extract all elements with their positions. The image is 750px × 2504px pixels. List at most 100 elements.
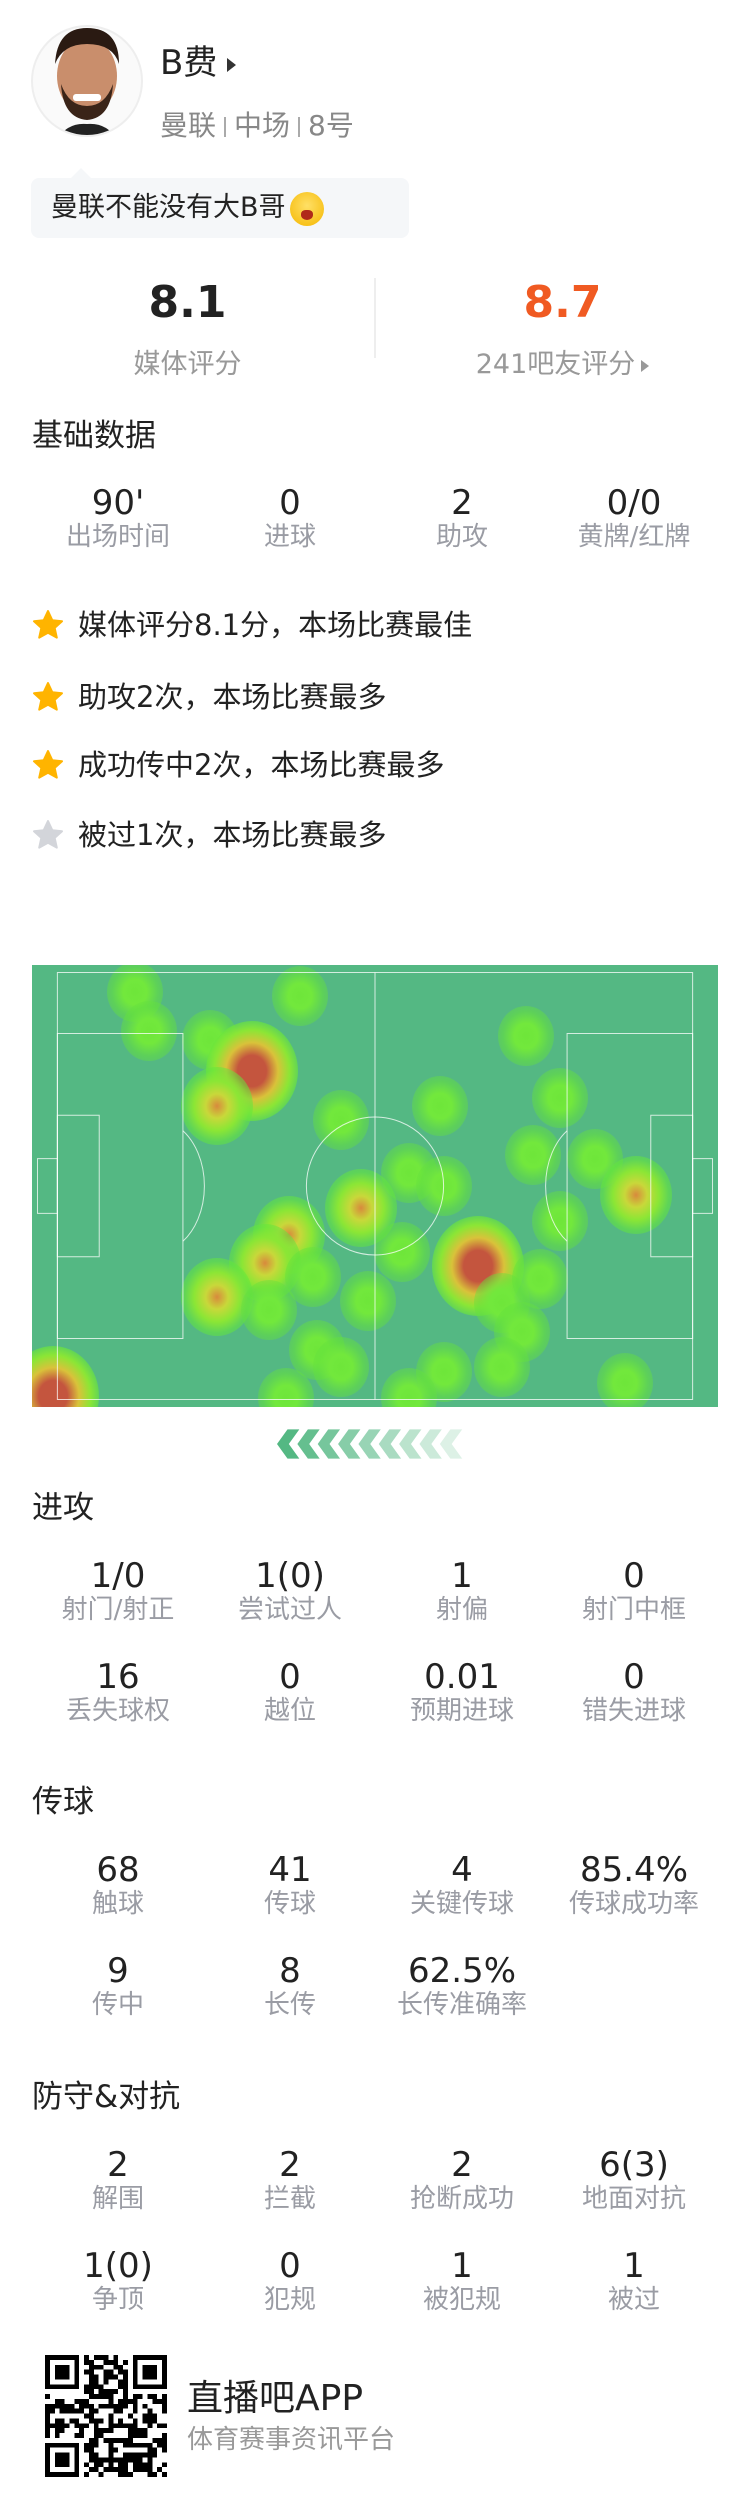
section-title-basic: 基础数据 [32, 418, 156, 454]
stat-label: 射门/射正 [61, 1595, 175, 1625]
chevron-left-icon [399, 1429, 422, 1459]
highlight-text: 助攻2次，本场比赛最多 [78, 680, 387, 714]
stat-value: 1 [451, 1556, 473, 1596]
fan-rating-label-text: 241吧友评分 [475, 349, 636, 380]
stat-item: 4 关键传球 [376, 1851, 548, 1919]
qr-code [45, 2355, 167, 2477]
stat-item: 1 被过 [548, 2247, 720, 2315]
stat-label: 预期进球 [409, 1696, 514, 1726]
heat-spot [240, 1279, 297, 1340]
comment-text: 曼联不能没有大B哥 [51, 192, 286, 223]
stat-item: 6(3) 地面对抗 [548, 2146, 720, 2214]
stat-label: 犯规 [263, 2285, 316, 2315]
stat-label: 出场时间 [65, 522, 170, 552]
star-gold-icon [33, 610, 63, 639]
heat-spot [340, 1270, 397, 1331]
stat-label: 地面对抗 [581, 2184, 686, 2214]
separator [298, 117, 301, 137]
heat-spot [374, 1222, 431, 1283]
stat-value: 0 [279, 2246, 301, 2286]
stat-label: 传中 [91, 1990, 144, 2020]
media-rating: 8.1 媒体评分 [0, 278, 375, 380]
stat-value: 2 [451, 483, 473, 523]
highlight-text: 媒体评分8.1分，本场比赛最佳 [78, 608, 473, 642]
star-gold-icon [33, 682, 63, 711]
stat-value: 41 [268, 1850, 312, 1890]
defense-stats-grid: 2 解围 2 拦截 2 抢断成功 6(3) 地面对抗 1(0) 争顶 0 犯规 1 被犯规 1 被过 [32, 2146, 720, 2315]
heat-spot [473, 1337, 530, 1398]
stat-value: 0 [279, 483, 301, 523]
heat-spot [312, 1337, 369, 1398]
star-gray-icon [33, 820, 63, 849]
heat-spot [120, 1001, 177, 1062]
stat-label: 争顶 [91, 2285, 144, 2315]
stat-label: 黄牌/红牌 [577, 522, 691, 552]
passing-stats-grid: 68 触球 41 传球 4 关键传球 85.4% 传球成功率 9 传中 8 长传 62.5% 长传准确率 [32, 1851, 720, 2020]
position: 中场 [234, 109, 291, 142]
stat-item: 9 传中 [32, 1952, 204, 2020]
stat-item: 68 触球 [32, 1851, 204, 1919]
stat-value: 1 [451, 2246, 473, 2286]
stat-label: 被过 [607, 2285, 660, 2315]
heat-spot [412, 1076, 469, 1137]
stat-item: 16 丢失球权 [32, 1658, 204, 1726]
caret-right-icon [641, 359, 650, 372]
chevron-left-icon [378, 1429, 402, 1459]
stat-label: 传球成功率 [568, 1889, 699, 1919]
heat-spot [532, 1067, 589, 1128]
heat-spot [597, 1352, 654, 1407]
fan-rating-value: 8.7 [523, 277, 602, 328]
stat-item: 2 抢断成功 [376, 2146, 548, 2214]
fan-rating[interactable]: 8.7 241吧友评分 [375, 278, 750, 380]
stat-label: 抢断成功 [409, 2184, 514, 2214]
stat-item: 0 射门中框 [548, 1557, 720, 1625]
media-rating-label: 媒体评分 [133, 349, 242, 380]
stat-label: 长传 [263, 1990, 316, 2020]
shirt-number: 8号 [308, 109, 354, 142]
highlight-text: 被过1次，本场比赛最多 [78, 818, 387, 852]
stat-label: 助攻 [435, 522, 488, 552]
stat-value: 9 [107, 1951, 129, 1991]
stat-value: 0 [623, 1657, 645, 1697]
stat-value: 8 [279, 1951, 301, 1991]
stat-label: 被犯规 [422, 2285, 501, 2315]
stat-value: 62.5% [407, 1951, 516, 1991]
stat-value: 0 [623, 1556, 645, 1596]
highlight-item: 助攻2次，本场比赛最多 [32, 677, 386, 717]
stat-value: 1/0 [90, 1556, 146, 1596]
stat-label: 尝试过人 [237, 1595, 342, 1625]
basic-stats-grid: 90' 出场时间 0 进球 2 助攻 0/0 黄牌/红牌 [32, 484, 720, 552]
stat-label: 长传准确率 [396, 1990, 527, 2020]
heatmap-pitch [32, 965, 718, 1407]
player-name: B费 [160, 43, 218, 83]
divider [374, 278, 376, 358]
chevron-left-icon [358, 1429, 381, 1459]
stat-label: 射门中框 [581, 1595, 686, 1625]
chevron-left-icon [439, 1429, 463, 1459]
crying-emoji-icon [289, 191, 324, 226]
chevron-left-icon [277, 1429, 300, 1459]
stat-item: 0.01 预期进球 [376, 1658, 548, 1726]
stat-label: 射偏 [435, 1595, 488, 1625]
player-name-link[interactable]: B费 [160, 42, 237, 84]
highlight-item: 媒体评分8.1分，本场比赛最佳 [32, 605, 472, 645]
stat-value: 16 [96, 1657, 140, 1697]
stat-value: 1 [623, 2246, 645, 2286]
team-name: 曼联 [160, 109, 217, 142]
chevron-left-icon [297, 1429, 320, 1459]
stat-value: 6(3) [599, 2145, 669, 2185]
pitch-markings [32, 965, 718, 1407]
stat-value: 2 [451, 2145, 473, 2185]
attack-direction-arrows [277, 1429, 463, 1459]
stat-label: 丢失球权 [65, 1696, 170, 1726]
stat-value: 0.01 [424, 1657, 500, 1697]
heat-spot [181, 1067, 254, 1146]
stat-value: 1(0) [255, 1556, 325, 1596]
fan-rating-label: 241吧友评分 [375, 350, 750, 380]
stat-value: 0 [279, 1657, 301, 1697]
stat-item: 1(0) 尝试过人 [204, 1557, 376, 1625]
stat-label: 传球 [263, 1889, 316, 1919]
player-avatar [31, 25, 143, 137]
highlight-text: 成功传中2次，本场比赛最多 [78, 748, 445, 782]
stat-value: 0/0 [606, 483, 662, 523]
